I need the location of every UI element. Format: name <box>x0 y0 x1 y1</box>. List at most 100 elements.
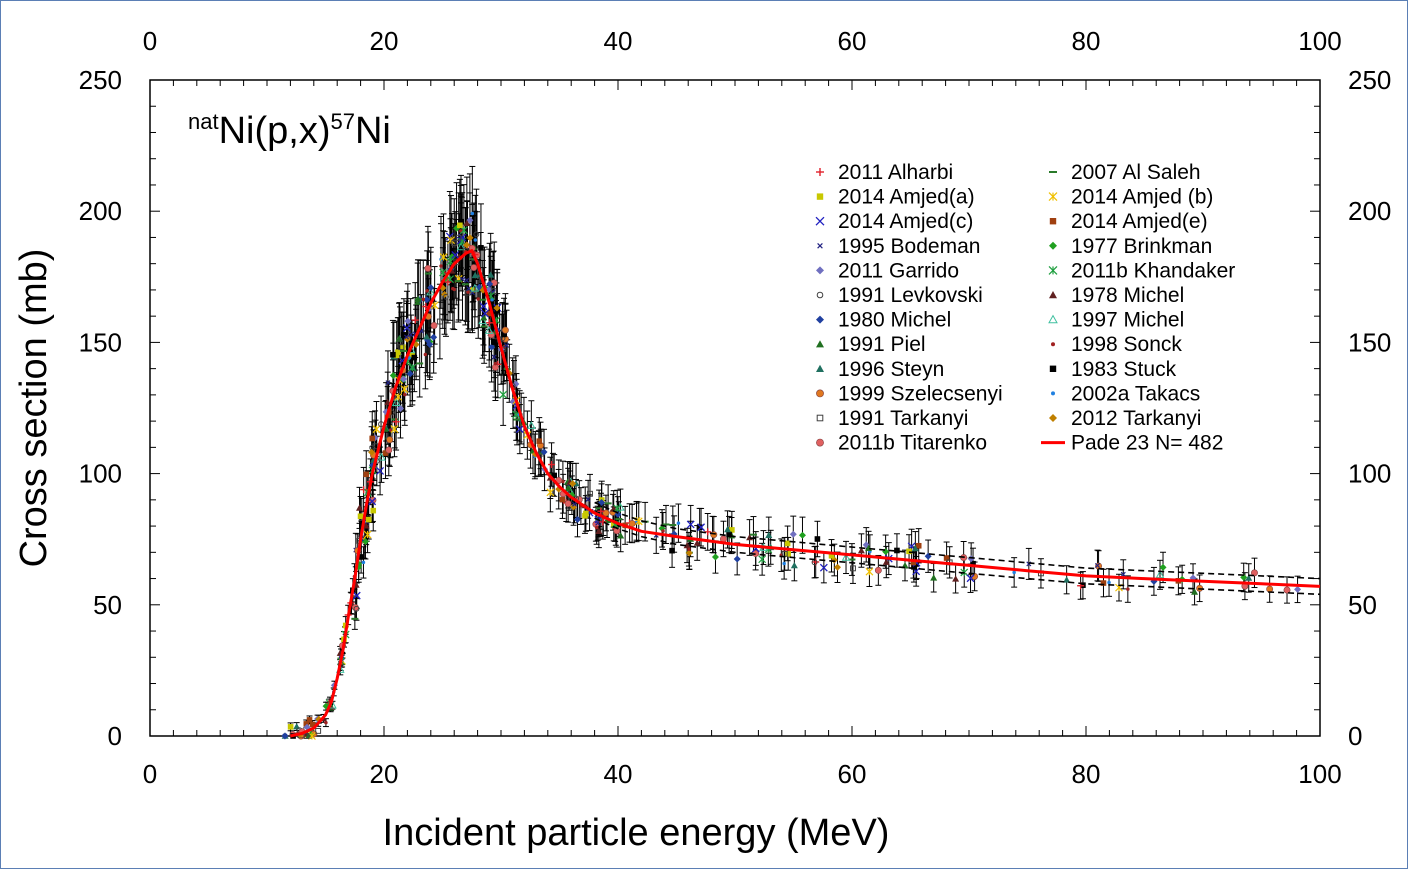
square-marker <box>390 351 396 358</box>
xsmall-marker-b <box>1094 562 1101 569</box>
legend-entry: Pade 23 N= 482 <box>1041 432 1223 455</box>
data-point <box>470 211 475 216</box>
data-point <box>360 486 368 494</box>
square-marker <box>486 310 493 317</box>
legend-label: 2012 Tarkanyi <box>1071 407 1201 430</box>
dot-marker <box>361 560 366 565</box>
triangle-marker <box>471 271 479 279</box>
data-point <box>952 575 960 582</box>
legend-entry: 1997 Michel <box>1048 309 1184 332</box>
open-triangle-marker <box>456 242 466 251</box>
legend-marker <box>816 438 824 447</box>
data-point <box>424 265 432 272</box>
square-marker <box>814 536 821 542</box>
diamond-marker <box>512 380 520 388</box>
legend-marker <box>1051 342 1055 347</box>
x-marker-b <box>445 232 454 241</box>
data-point <box>376 466 385 475</box>
y-tick-label-left: 250 <box>79 65 122 95</box>
data-point <box>683 541 691 549</box>
data-point <box>476 297 480 301</box>
open-triangle-marker <box>1048 314 1058 324</box>
data-point <box>1094 562 1101 569</box>
legend-marker <box>816 266 824 275</box>
square-marker <box>1049 218 1057 225</box>
x-tick-label-bottom: 20 <box>370 759 399 789</box>
data-point <box>473 238 478 242</box>
data-point <box>617 532 625 539</box>
open-triangle-marker <box>526 421 536 429</box>
dot-marker <box>470 211 475 216</box>
data-point <box>711 553 719 561</box>
data-point <box>368 497 377 506</box>
data-point <box>402 324 411 332</box>
open-circle-marker <box>816 291 824 299</box>
data-point <box>368 448 376 456</box>
data-point <box>693 539 701 546</box>
circle-marker <box>628 520 636 528</box>
legend-label: 1991 Levkovski <box>838 284 983 307</box>
legend-entry: 2014 Amjed (b) <box>1048 186 1213 209</box>
diamond-marker <box>406 370 414 378</box>
data-point <box>426 287 435 296</box>
x-tick-label-top: 20 <box>370 26 399 56</box>
legend-entry: 1995 Bodeman <box>817 235 980 258</box>
error-bar <box>843 540 850 575</box>
diamond-marker <box>798 531 806 539</box>
data-point <box>499 390 508 399</box>
data-point <box>599 518 607 526</box>
data-point <box>587 490 593 497</box>
data-point <box>1283 586 1291 594</box>
square-marker <box>696 524 703 530</box>
square-marker <box>906 548 912 555</box>
legend-marker <box>816 364 824 372</box>
data-point <box>458 218 464 225</box>
data-point <box>676 521 681 525</box>
data-point <box>430 322 438 329</box>
data-point <box>447 236 455 245</box>
data-point <box>357 513 364 520</box>
xsmall-marker-b <box>504 342 510 348</box>
triangle-marker <box>414 295 422 302</box>
data-point <box>408 332 414 338</box>
triangle-marker <box>816 340 824 348</box>
legend-label: 1991 Tarkanyi <box>838 407 968 430</box>
legend-entry: 1977 Brinkman <box>1049 235 1212 258</box>
data-point <box>309 721 316 728</box>
circle-marker <box>385 446 393 454</box>
data-point <box>1126 587 1130 591</box>
triangle-marker <box>857 547 865 554</box>
data-point <box>729 527 735 533</box>
data-point <box>351 604 359 611</box>
data-point <box>782 561 786 566</box>
x-marker-b <box>479 302 488 311</box>
data-point <box>411 354 418 361</box>
x-marker-b <box>966 574 975 583</box>
legend-marker <box>816 168 824 176</box>
data-point <box>352 591 361 600</box>
data-point <box>571 501 578 507</box>
legend-entry: 1991 Tarkanyi <box>816 407 968 430</box>
circle-marker <box>1266 585 1274 593</box>
data-point <box>484 326 494 334</box>
title-superscript: 57 <box>330 109 354 134</box>
data-point <box>421 297 426 301</box>
diamond-marker <box>430 333 438 341</box>
data-point <box>451 286 455 291</box>
data-point <box>930 574 938 581</box>
triangle-marker <box>480 314 488 321</box>
x-tick-label-top: 0 <box>143 26 157 56</box>
data-point <box>473 231 480 238</box>
data-point <box>427 284 435 292</box>
y-tick-label-right: 150 <box>1348 327 1391 357</box>
x-marker-b <box>815 216 825 226</box>
x-tick-label-top: 60 <box>838 26 867 56</box>
square-marker <box>828 552 835 559</box>
data-point <box>361 537 369 545</box>
diamond-marker <box>834 563 842 571</box>
data-point <box>585 496 591 502</box>
triangle-marker <box>1049 291 1057 299</box>
diamond-marker <box>281 732 289 740</box>
triangle-marker <box>911 544 919 552</box>
